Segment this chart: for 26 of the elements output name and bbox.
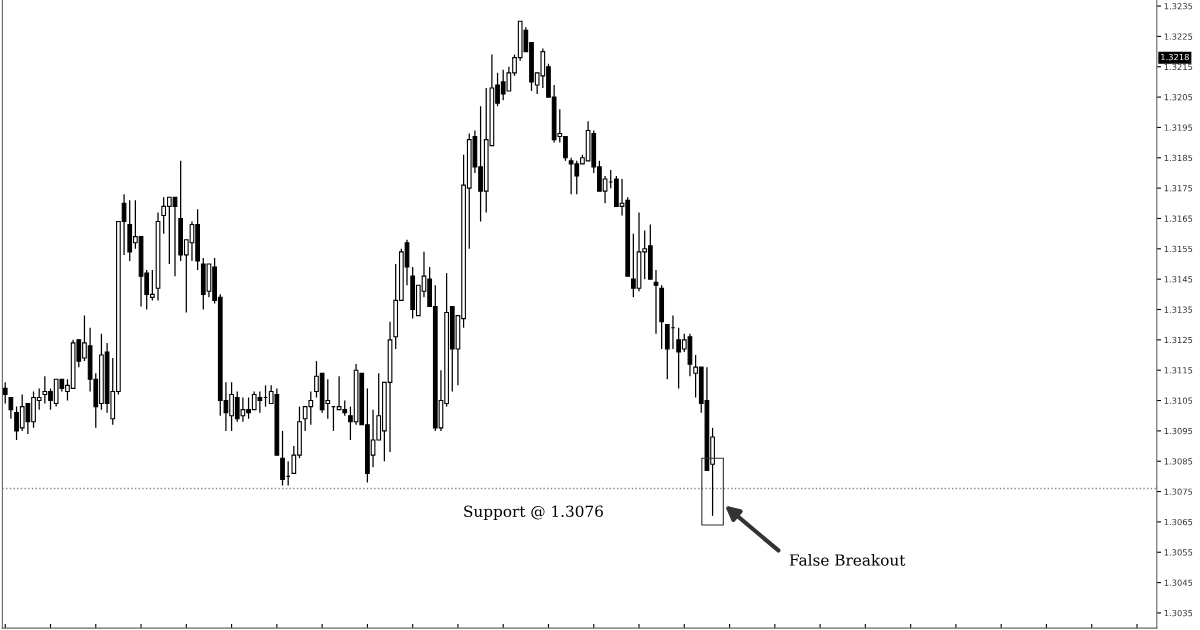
y-tick-label: 1.3035 [1164, 609, 1193, 617]
y-tick-label: 1.3235 [1164, 3, 1193, 10]
y-tick-label: 1.3105 [1164, 397, 1193, 404]
y-tick-label: 1.3165 [1164, 215, 1193, 222]
y-tick-label: 1.3055 [1164, 549, 1193, 556]
y-tick-label: 1.3205 [1164, 94, 1193, 101]
text: 1.3218 [1161, 53, 1189, 61]
y-tick-label: 1.3195 [1164, 124, 1193, 131]
y-tick-label: 1.3095 [1164, 427, 1193, 435]
y-tick-label: 1.3175 [1164, 185, 1193, 192]
y-tick-label: 1.3045 [1164, 579, 1193, 586]
y-tick-label: 1.3075 [1164, 488, 1193, 495]
y-tick-label: 1.3225 [1164, 33, 1193, 40]
candlestick [2, 381, 8, 405]
y-tick-label: 1.3185 [1164, 154, 1193, 162]
y-tick-label: 1.3215 [1164, 63, 1193, 71]
y-tick-label: 1.3085 [1164, 458, 1193, 465]
y-tick-label: 1.3145 [1164, 276, 1193, 283]
y-tick-label: 1.3065 [1164, 518, 1193, 526]
y-tick-label: 1.3155 [1164, 245, 1193, 253]
y-tick-label: 1.3115 [1164, 367, 1193, 374]
annotation: False Breakout [789, 553, 906, 566]
candlestick [8, 396, 14, 420]
y-tick-label: 1.3125 [1164, 336, 1193, 344]
ref-line-label: Support @ 1.3076 [464, 505, 603, 520]
y-tick-label: 1.3135 [1164, 306, 1193, 313]
